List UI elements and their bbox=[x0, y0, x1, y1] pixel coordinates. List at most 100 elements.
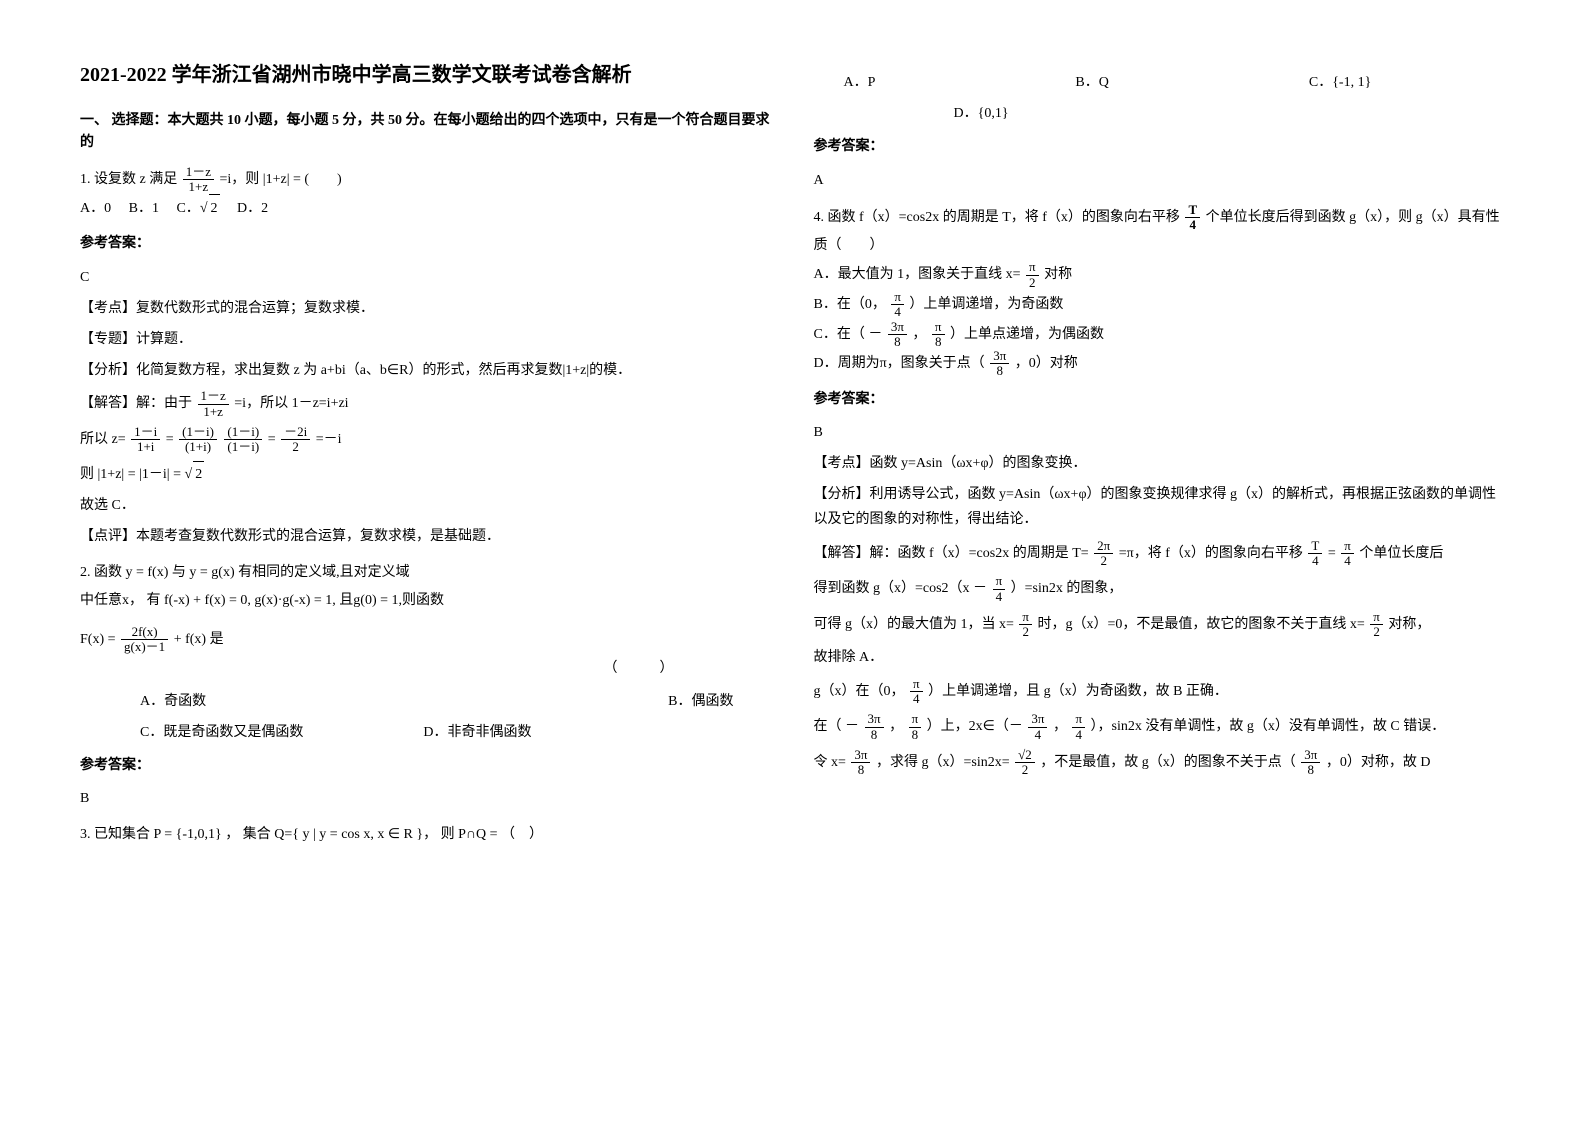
q3-optD-prefix: D． bbox=[954, 101, 978, 126]
q4-l7-suffix: ，0）对称，故 D bbox=[1326, 755, 1431, 770]
q1-l2-eq: = bbox=[166, 432, 177, 447]
section-1-header: 一、 选择题：本大题共 10 小题，每小题 5 分，共 50 分。在每小题给出的… bbox=[80, 110, 774, 155]
sqrt-icon bbox=[185, 467, 193, 482]
q4-l1-eq: = bbox=[1328, 546, 1339, 561]
q4-l6-frac1: 3π 8 bbox=[865, 712, 884, 742]
q1-optD: D．2 bbox=[237, 201, 268, 216]
q4-l7-frac2: 3π 8 bbox=[1301, 748, 1320, 778]
q4-jieda-l6: 在（ － 3π 8 ， π 8 ）上，2x∈（－ 3π 4 ， π bbox=[814, 712, 1508, 742]
q4-jieda-l1: 【解答】解：函数 f（x）=cos2x 的周期是 T= 2π 2 =π，将 f（… bbox=[814, 539, 1508, 569]
q4-fenxi: 【分析】利用诱导公式，函数 y=Asin（ωx+φ）的图象变换规律求得 g（x）… bbox=[814, 482, 1508, 532]
q4-l2-suffix: ）=sin2x 的图象， bbox=[1011, 581, 1123, 596]
q2-options-row1: A．奇函数 B．偶函数 bbox=[140, 689, 774, 714]
q3-stem-Q: y | y = cos x, x ∈ R bbox=[303, 827, 413, 842]
q4-optD-prefix: D．周期为π，图象关于点（ bbox=[814, 356, 985, 371]
question-4: 4. 函数 f（x）=cos2x 的周期是 T，将 f（x）的图象向右平移 T … bbox=[814, 203, 1508, 778]
q4-l6-frac3: 3π 4 bbox=[1028, 712, 1047, 742]
q4-l7-mid2: ，不是最值，故 g（x）的图象不关于点（ bbox=[1040, 755, 1296, 770]
q1-l2-f2: (1－i) (1+i) bbox=[179, 425, 217, 455]
q3-options-row1: A．P B．Q C．{-1, 1} bbox=[844, 70, 1508, 95]
q1-jieda-frac: 1－z 1+z bbox=[198, 389, 229, 419]
q2-stem2: 中任意x， 有 f(-x) + f(x) = 0, g(x)·g(-x) = 1… bbox=[80, 587, 774, 615]
question-2: 2. 函数 y = f(x) 与 y = g(x) 有相同的定义域,且对定义域 … bbox=[80, 559, 774, 811]
q4-l6-mid1: ， bbox=[889, 719, 903, 734]
q4-jieda-l7: 令 x= 3π 8 ，求得 g（x）=sin2x= √2 2 ，不是最值，故 g… bbox=[814, 748, 1508, 778]
q4-l6-mid3: ， bbox=[1053, 719, 1067, 734]
q2-formula-end: 是 bbox=[210, 632, 224, 647]
q2-formula-frac: 2f(x) g(x)－1 bbox=[121, 625, 168, 655]
q4-optA: A．最大值为 1，图象关于直线 x= π 2 对称 bbox=[814, 260, 1508, 290]
q3-optD-set: {0,1} bbox=[978, 101, 1009, 126]
q1-kaodian: 【考点】复数代数形式的混合运算；复数求模． bbox=[80, 296, 774, 321]
q1-optC-sqrt: 2 bbox=[209, 194, 220, 223]
q4-optC-prefix: C．在（ bbox=[814, 327, 865, 342]
question-1: 1. 设复数 z 满足 1－z 1+z =i，则 |1+z| = ( ) A．0… bbox=[80, 165, 774, 549]
q1-l2-f4: －2i 2 bbox=[281, 425, 310, 455]
q4-l3-suffix: 对称， bbox=[1388, 617, 1430, 632]
q4-jieda-l2: 得到函数 g（x）=cos2（x － π 4 ）=sin2x 的图象， bbox=[814, 574, 1508, 604]
q4-l3-prefix: 可得 g（x）的最大值为 1，当 x= bbox=[814, 617, 1018, 632]
q4-l7-prefix: 令 x= bbox=[814, 755, 850, 770]
q4-l2-frac: π 4 bbox=[993, 574, 1006, 604]
q4-jieda-l5: g（x）在（0， π 4 ）上单调递增，且 g（x）为奇函数，故 B 正确． bbox=[814, 677, 1508, 707]
q2-stem1-prefix: 2. 函数 bbox=[80, 565, 126, 580]
q4-l6-neg: － bbox=[845, 719, 859, 734]
q2-formula-suffix: + f(x) bbox=[174, 632, 210, 647]
q1-stem: 1. 设复数 z 满足 1－z 1+z =i，则 |1+z| = ( ) bbox=[80, 165, 774, 195]
q3-optB: B．Q bbox=[1075, 70, 1108, 95]
q4-optB-suffix: ）上单调递增，为奇函数 bbox=[909, 297, 1063, 312]
q1-l2-mid: = bbox=[268, 432, 276, 447]
q4-l6-suffix: ），sin2x 没有单调性，故 g（x）没有单调性，故 C 错误． bbox=[1091, 719, 1446, 734]
q1-ans-label: 参考答案： bbox=[80, 231, 774, 256]
q4-l1-prefix: 【解答】解：函数 f（x）=cos2x 的周期是 T= bbox=[814, 546, 1093, 561]
q2-ans-label: 参考答案： bbox=[80, 753, 774, 778]
q2-optA: A．奇函数 bbox=[140, 689, 206, 714]
exam-page: 2021-2022 学年浙江省湖州市晓中学高三数学文联考试卷含解析 一、 选择题… bbox=[0, 0, 1587, 919]
q4-optB-frac: π 4 bbox=[891, 290, 904, 320]
q4-optC-suffix: ）上单点递增，为偶函数 bbox=[950, 327, 1104, 342]
q1-eq1: =i，则 |1+z| bbox=[220, 172, 290, 187]
q3-stem-mid: ， 集合 Q={ bbox=[225, 827, 302, 842]
q1-options: A．0 B．1 C．2 D．2 bbox=[80, 194, 774, 223]
q1-l2-f3: (1－i) (1－i) bbox=[224, 425, 262, 455]
q4-l2-prefix: 得到函数 g（x）=cos2（x － bbox=[814, 581, 991, 596]
q4-optC-neg: － bbox=[868, 327, 882, 342]
q4-l7-mid: ，求得 g（x）=sin2x= bbox=[876, 755, 1013, 770]
q4-optA-suffix: 对称 bbox=[1044, 267, 1072, 282]
q3-optC: C．{-1, 1} bbox=[1309, 70, 1371, 95]
q2-stem1-math: y = f(x) 与 y = g(x) 有相同的定义域,且对定义域 bbox=[126, 565, 410, 580]
q1-jieda-l3: 则 |1+z| = |1－i| = 2 bbox=[80, 461, 774, 487]
q1-l3-sqrt: 2 bbox=[193, 461, 204, 487]
q1-l2-prefix: 所以 z= bbox=[80, 432, 129, 447]
q4-l3-frac1: π 2 bbox=[1019, 610, 1032, 640]
q4-jieda-l4: 故排除 A． bbox=[814, 645, 1508, 670]
q4-l5-prefix: g（x）在（0， bbox=[814, 684, 905, 699]
q1-optB: B．1 bbox=[129, 201, 159, 216]
q3-ans-label: 参考答案： bbox=[814, 134, 1508, 159]
q1-stem-prefix: 1. 设复数 z 满足 bbox=[80, 172, 181, 187]
right-column: A．P B．Q C．{-1, 1} D． {0,1} 参考答案： A 4. 函数… bbox=[814, 60, 1508, 859]
q4-stem-frac: T 4 bbox=[1185, 203, 1200, 233]
q2-paren: （ ） bbox=[80, 655, 774, 683]
q4-l6-frac4: π 4 bbox=[1072, 712, 1085, 742]
q1-frac1: 1－z 1+z bbox=[183, 165, 214, 195]
q4-optD-frac: 3π 8 bbox=[990, 349, 1009, 379]
q2-options-row2: C．既是奇函数又是偶函数 D．非奇非偶函数 bbox=[140, 720, 774, 745]
q1-zhuanti: 【专题】计算题． bbox=[80, 327, 774, 352]
q4-optD-suffix: ，0）对称 bbox=[1015, 356, 1078, 371]
q4-optC-mid: ， bbox=[912, 327, 926, 342]
q4-l3-mid: 时，g（x）=0，不是最值，故它的图象不关于直线 x= bbox=[1037, 617, 1368, 632]
q4-l3-frac2: π 2 bbox=[1370, 610, 1383, 640]
q4-jieda-l3: 可得 g（x）的最大值为 1，当 x= π 2 时，g（x）=0，不是最值，故它… bbox=[814, 610, 1508, 640]
q2-optD: D．非奇非偶函数 bbox=[423, 720, 531, 745]
q4-optC-frac1: 3π 8 bbox=[888, 320, 907, 350]
q2-optB: B．偶函数 bbox=[668, 689, 733, 714]
q1-jieda-prefix: 【解答】解：由于 bbox=[80, 396, 196, 411]
q1-ans: C bbox=[80, 265, 774, 290]
q4-stem-prefix: 4. 函数 f（x）=cos2x 的周期是 T，将 f（x）的图象向右平移 bbox=[814, 210, 1184, 225]
q1-l2-end: =－i bbox=[316, 432, 342, 447]
q3-stem-P: P = {-1,0,1} bbox=[154, 827, 222, 842]
q4-l6-mid2: ）上，2x∈（－ bbox=[927, 719, 1023, 734]
q4-l5-suffix: ）上单调递增，且 g（x）为奇函数，故 B 正确． bbox=[928, 684, 1228, 699]
q3-stem: 3. 已知集合 P = {-1,0,1} ， 集合 Q={ y | y = co… bbox=[80, 821, 774, 849]
